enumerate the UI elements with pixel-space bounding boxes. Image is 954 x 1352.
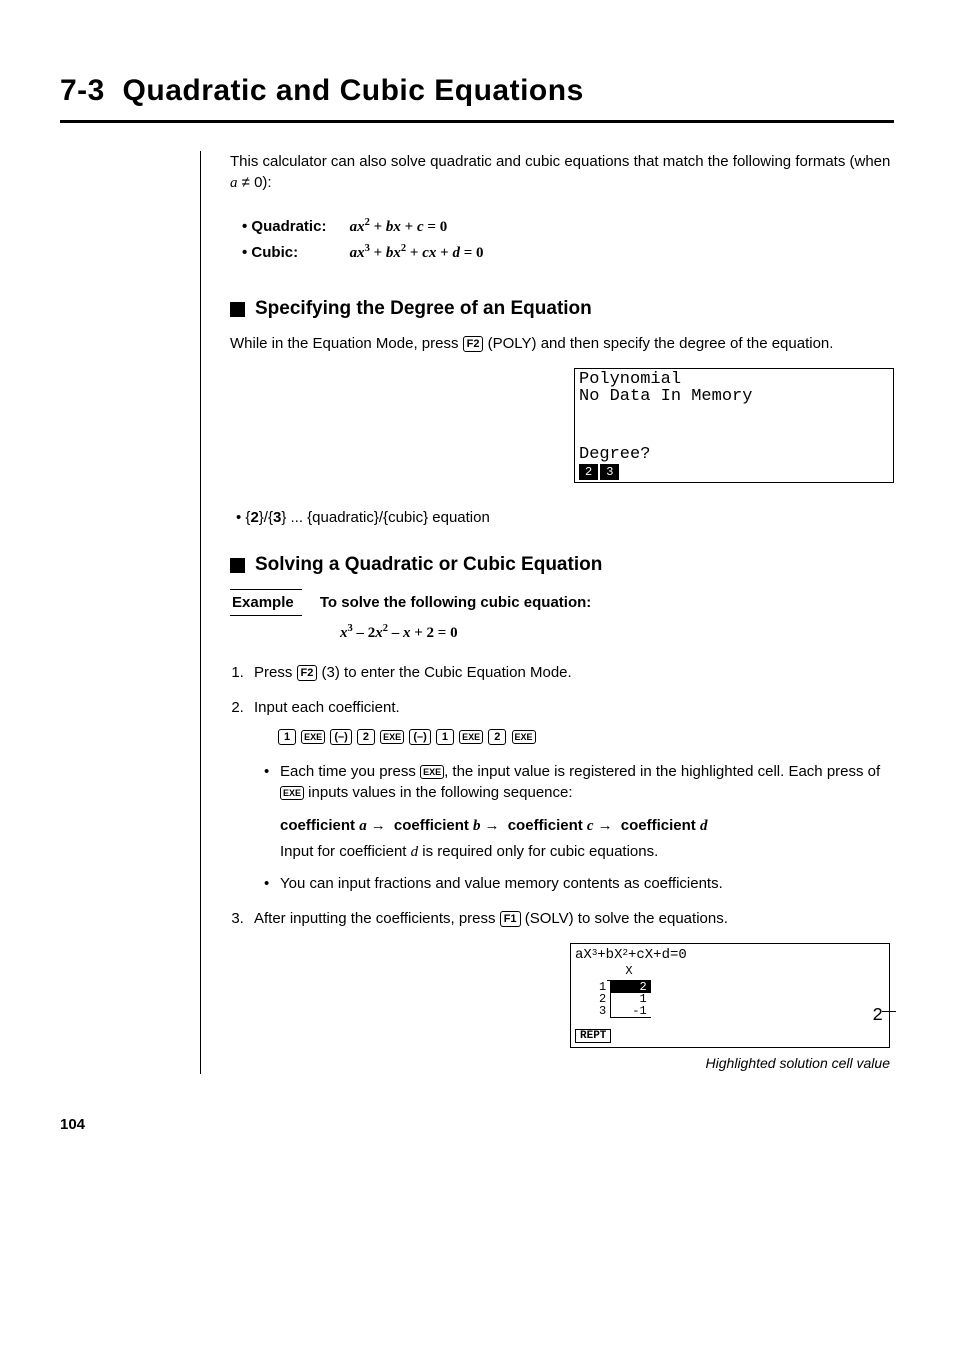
intro-var: a — [230, 175, 238, 191]
coef-b: b — [473, 818, 481, 834]
coef-c: c — [587, 818, 594, 834]
row-idx: 3 — [595, 1005, 611, 1018]
note1-after: inputs values in the following sequence: — [304, 784, 573, 801]
title-rule — [60, 120, 894, 123]
degree-text-before: While in the Equation Mode, press — [230, 335, 463, 352]
subheading-degree: Specifying the Degree of an Equation — [230, 296, 894, 323]
key-exe: EXE — [380, 730, 404, 744]
quadratic-label: Quadratic: — [251, 216, 341, 237]
screen-line1: Polynomial — [579, 369, 889, 389]
example-text: To solve the following cubic equation: — [320, 594, 591, 611]
key-neg: (–) — [330, 729, 351, 745]
note-d-required: Input for coefficient d is required only… — [280, 841, 894, 863]
intro-paragraph: This calculator can also solve quadratic… — [230, 151, 894, 194]
note-fractions: • You can input fractions and value memo… — [264, 873, 894, 894]
note-exe: • Each time you press EXE, the input val… — [264, 761, 894, 803]
screen-softkeys: 2 3 — [579, 464, 889, 482]
f1-key-icon: F1 — [500, 911, 521, 927]
screen2-caption: Highlighted solution cell value — [230, 1054, 890, 1074]
square-bullet-icon — [230, 558, 245, 573]
softkey-3: 3 — [600, 464, 619, 480]
note1-before: Each time you press — [280, 763, 420, 780]
note1b-before: Input for coefficient — [280, 843, 411, 860]
calculator-screen-degree: Polynomial No Data In Memory Degree? 2 3 — [574, 368, 894, 484]
subheading-solving: Solving a Quadratic or Cubic Equation — [230, 552, 894, 579]
screen-prompt: Degree? — [579, 446, 889, 464]
row-val: -1 — [611, 1005, 651, 1018]
key-sequence: 1 EXE (–) 2 EXE (–) 1 EXE 2 EXE — [278, 726, 894, 747]
pointer-line-icon — [889, 1013, 890, 1033]
key-exe: EXE — [420, 765, 444, 779]
cubic-label: Cubic: — [251, 242, 341, 263]
solution-col-header: X — [607, 963, 651, 981]
subheading-degree-text: Specifying the Degree of an Equation — [255, 296, 592, 323]
step3-after: (SOLV) to solve the equations. — [521, 910, 728, 927]
example-label: Example — [230, 589, 302, 616]
coef-word: coefficient — [508, 817, 583, 834]
formula-list: • Quadratic: ax2 + bx + c = 0 • Cubic: a… — [242, 216, 894, 264]
formula-quadratic: • Quadratic: ax2 + bx + c = 0 — [242, 216, 894, 238]
content-column: This calculator can also solve quadratic… — [230, 151, 894, 1074]
coef-word: coefficient — [621, 817, 696, 834]
coef-d: d — [700, 818, 708, 834]
step1-before: Press — [254, 664, 297, 681]
section-title: 7-3 Quadratic and Cubic Equations — [60, 70, 894, 112]
key-exe: EXE — [301, 730, 325, 744]
square-bullet-icon — [230, 302, 245, 317]
calculator-screen-solution: aX3+bX2+cX+d=0 X 12 21 3-1 2 REPT — [570, 943, 890, 1048]
subheading-solving-text: Solving a Quadratic or Cubic Equation — [255, 552, 602, 579]
key-exe: EXE — [459, 730, 483, 744]
screen2-softkeys: REPT — [575, 1024, 885, 1045]
example-block: Example To solve the following cubic equ… — [230, 589, 894, 644]
key-exe: EXE — [280, 786, 304, 800]
cubic-expr: ax3 + bx2 + cx + d = 0 — [346, 245, 484, 261]
key-1: 1 — [436, 729, 454, 745]
screen-line2: No Data In Memory — [579, 388, 889, 406]
note1-middle: , the input value is registered in the h… — [444, 763, 880, 780]
coef-word: coefficient — [394, 817, 469, 834]
solution-row-3: 3-1 — [595, 1005, 651, 1018]
formula-cubic: • Cubic: ax3 + bx2 + cx + d = 0 — [242, 242, 894, 264]
key-2: 2 — [357, 729, 375, 745]
step2-text: Input each coefficient. — [254, 699, 400, 716]
example-equation: x3 – 2x2 – x + 2 = 0 — [340, 622, 894, 644]
coefficient-sequence: coefficient a→ coefficient b→ coefficien… — [280, 815, 894, 837]
coef-word: coefficient — [280, 817, 355, 834]
softkey-rept: REPT — [575, 1029, 611, 1043]
highlighted-value: 2 — [872, 1004, 883, 1029]
step-3: After inputting the coefficients, press … — [248, 908, 894, 929]
steps-list: Press F2 (3) to enter the Cubic Equation… — [248, 662, 894, 929]
intro-cond: ≠ 0): — [238, 174, 272, 191]
key-2: 2 — [488, 729, 506, 745]
step-1: Press F2 (3) to enter the Cubic Equation… — [248, 662, 894, 683]
step-2: Input each coefficient. 1 EXE (–) 2 EXE … — [248, 697, 894, 894]
note1b-after: is required only for cubic equations. — [418, 843, 658, 860]
intro-text: This calculator can also solve quadratic… — [230, 153, 890, 170]
f2-key-icon: F2 — [297, 665, 318, 681]
margin-rule — [200, 151, 201, 1074]
section-title-text: Quadratic and Cubic Equations — [123, 74, 584, 107]
note2-text: You can input fractions and value memory… — [280, 873, 894, 894]
degree-instruction: While in the Equation Mode, press F2 (PO… — [230, 333, 894, 354]
coef-a: a — [359, 818, 367, 834]
key-exe: EXE — [512, 730, 536, 744]
quadratic-expr: ax2 + bx + c = 0 — [346, 219, 448, 235]
degree-options: • {2}/{3} ... {quadratic}/{cubic} equati… — [236, 507, 894, 528]
section-number: 7-3 — [60, 74, 105, 107]
key-1: 1 — [278, 729, 296, 745]
step1-after: (3) to enter the Cubic Equation Mode. — [317, 664, 571, 681]
page-number: 104 — [60, 1114, 894, 1135]
row-idx: 2 — [595, 993, 611, 1005]
degree-text-after: (POLY) and then specify the degree of th… — [483, 335, 833, 352]
f2-key-icon: F2 — [463, 336, 484, 352]
key-neg: (–) — [409, 729, 430, 745]
solution-table: X 12 21 3-1 — [595, 963, 885, 1018]
softkey-2: 2 — [579, 464, 598, 480]
step3-before: After inputting the coefficients, press — [254, 910, 500, 927]
